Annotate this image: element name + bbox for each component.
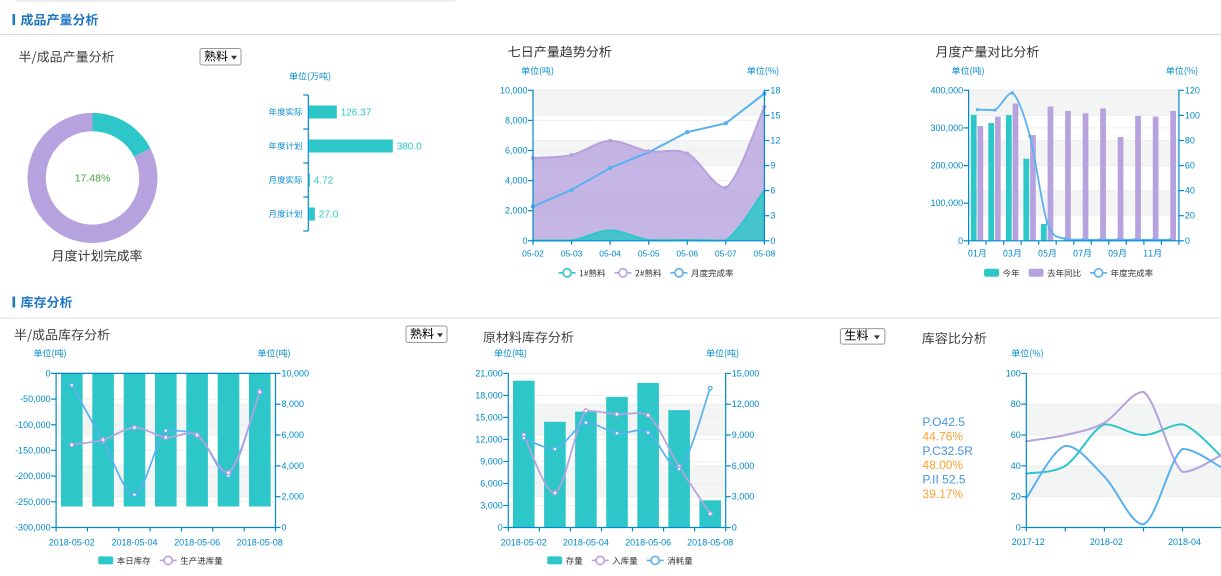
svg-text:2018-05-06: 2018-05-06 <box>625 538 671 548</box>
svg-text:80: 80 <box>1011 399 1021 409</box>
svg-text:05-04: 05-04 <box>599 249 621 259</box>
svg-text:2018-05-08: 2018-05-08 <box>687 538 733 548</box>
svg-text:300,000: 300,000 <box>931 123 964 133</box>
svg-text:8,000: 8,000 <box>282 399 305 409</box>
svg-text:15,000: 15,000 <box>475 412 503 422</box>
svg-text:9,000: 9,000 <box>480 457 503 467</box>
svg-text:10,000: 10,000 <box>282 368 310 378</box>
svg-text:400,000: 400,000 <box>931 85 964 95</box>
svg-text:48.00%: 48.00% <box>922 458 963 472</box>
svg-text:0: 0 <box>770 236 775 246</box>
svg-text:2017-12: 2017-12 <box>1012 537 1045 547</box>
svg-text:-250,000: -250,000 <box>15 497 51 507</box>
svg-text:12,000: 12,000 <box>732 399 760 409</box>
svg-text:0: 0 <box>1185 236 1190 246</box>
svg-text:2018-05-04: 2018-05-04 <box>111 538 157 548</box>
svg-text:6,000: 6,000 <box>505 146 528 156</box>
svg-text:20: 20 <box>1011 492 1021 502</box>
svg-text:12: 12 <box>770 136 780 146</box>
svg-text:126.37: 126.37 <box>341 108 372 119</box>
svg-text:4,000: 4,000 <box>282 461 305 471</box>
svg-text:2,000: 2,000 <box>282 492 305 502</box>
svg-text:-300,000: -300,000 <box>15 523 51 533</box>
svg-text:05-03: 05-03 <box>561 249 583 259</box>
svg-text:2018-02: 2018-02 <box>1090 537 1123 547</box>
svg-text:10,000: 10,000 <box>500 85 528 95</box>
svg-text:18,000: 18,000 <box>475 390 503 400</box>
svg-text:2018-05-02: 2018-05-02 <box>501 538 547 548</box>
svg-text:4,000: 4,000 <box>505 176 528 186</box>
svg-text:380.0: 380.0 <box>397 142 422 153</box>
svg-text:4.72: 4.72 <box>314 176 334 187</box>
svg-text:100: 100 <box>1185 110 1200 120</box>
svg-text:40: 40 <box>1011 461 1021 471</box>
svg-text:9: 9 <box>770 161 775 171</box>
svg-text:60: 60 <box>1011 430 1021 440</box>
svg-text:40: 40 <box>1185 186 1195 196</box>
svg-text:05-08: 05-08 <box>754 249 776 259</box>
svg-text:21,000: 21,000 <box>475 368 503 378</box>
svg-text:-100,000: -100,000 <box>15 420 51 430</box>
svg-text:2,000: 2,000 <box>505 206 528 216</box>
svg-text:-200,000: -200,000 <box>15 471 51 481</box>
svg-text:20: 20 <box>1185 211 1195 221</box>
svg-text:-150,000: -150,000 <box>15 445 51 455</box>
svg-text:P.II 52.5: P.II 52.5 <box>922 473 965 487</box>
svg-text:05-06: 05-06 <box>676 249 698 259</box>
svg-text:6: 6 <box>770 186 775 196</box>
svg-text:6,000: 6,000 <box>480 479 503 489</box>
svg-text:18: 18 <box>770 85 780 95</box>
svg-text:44.76%: 44.76% <box>922 429 963 443</box>
svg-text:3,000: 3,000 <box>480 501 503 511</box>
svg-text:15: 15 <box>770 110 780 120</box>
svg-text:60: 60 <box>1185 161 1195 171</box>
svg-text:05-02: 05-02 <box>522 249 544 259</box>
svg-text:15,000: 15,000 <box>732 368 760 378</box>
svg-text:0: 0 <box>498 523 503 533</box>
svg-text:12,000: 12,000 <box>475 434 503 444</box>
svg-text:17.48%: 17.48% <box>75 173 111 185</box>
svg-text:80: 80 <box>1185 136 1195 146</box>
svg-text:P.C32.5R: P.C32.5R <box>922 444 973 458</box>
svg-text:100: 100 <box>1006 368 1021 378</box>
svg-text:P.O42.5: P.O42.5 <box>922 415 965 429</box>
svg-text:200,000: 200,000 <box>931 161 964 171</box>
svg-text:0: 0 <box>282 523 287 533</box>
svg-text:6,000: 6,000 <box>282 430 305 440</box>
svg-text:2018-05-06: 2018-05-06 <box>174 538 220 548</box>
svg-text:3: 3 <box>770 211 775 221</box>
svg-text:120: 120 <box>1185 85 1200 95</box>
svg-text:0: 0 <box>522 236 527 246</box>
svg-text:05-07: 05-07 <box>715 249 737 259</box>
svg-text:0: 0 <box>1016 523 1021 533</box>
svg-text:2018-05-08: 2018-05-08 <box>237 538 283 548</box>
svg-text:0: 0 <box>958 236 963 246</box>
svg-text:2018-05-04: 2018-05-04 <box>563 538 609 548</box>
svg-text:05-05: 05-05 <box>638 249 660 259</box>
svg-text:6,000: 6,000 <box>732 461 755 471</box>
svg-text:100,000: 100,000 <box>931 198 964 208</box>
svg-text:0: 0 <box>46 368 51 378</box>
svg-text:-50,000: -50,000 <box>20 394 51 404</box>
svg-text:27.0: 27.0 <box>319 210 339 221</box>
svg-text:2018-04: 2018-04 <box>1168 537 1201 547</box>
svg-text:2018-05-02: 2018-05-02 <box>49 538 95 548</box>
svg-text:9,000: 9,000 <box>732 430 755 440</box>
svg-text:0: 0 <box>732 523 737 533</box>
svg-text:3,000: 3,000 <box>732 492 755 502</box>
svg-text:8,000: 8,000 <box>505 115 528 125</box>
svg-text:39.17%: 39.17% <box>922 487 963 501</box>
